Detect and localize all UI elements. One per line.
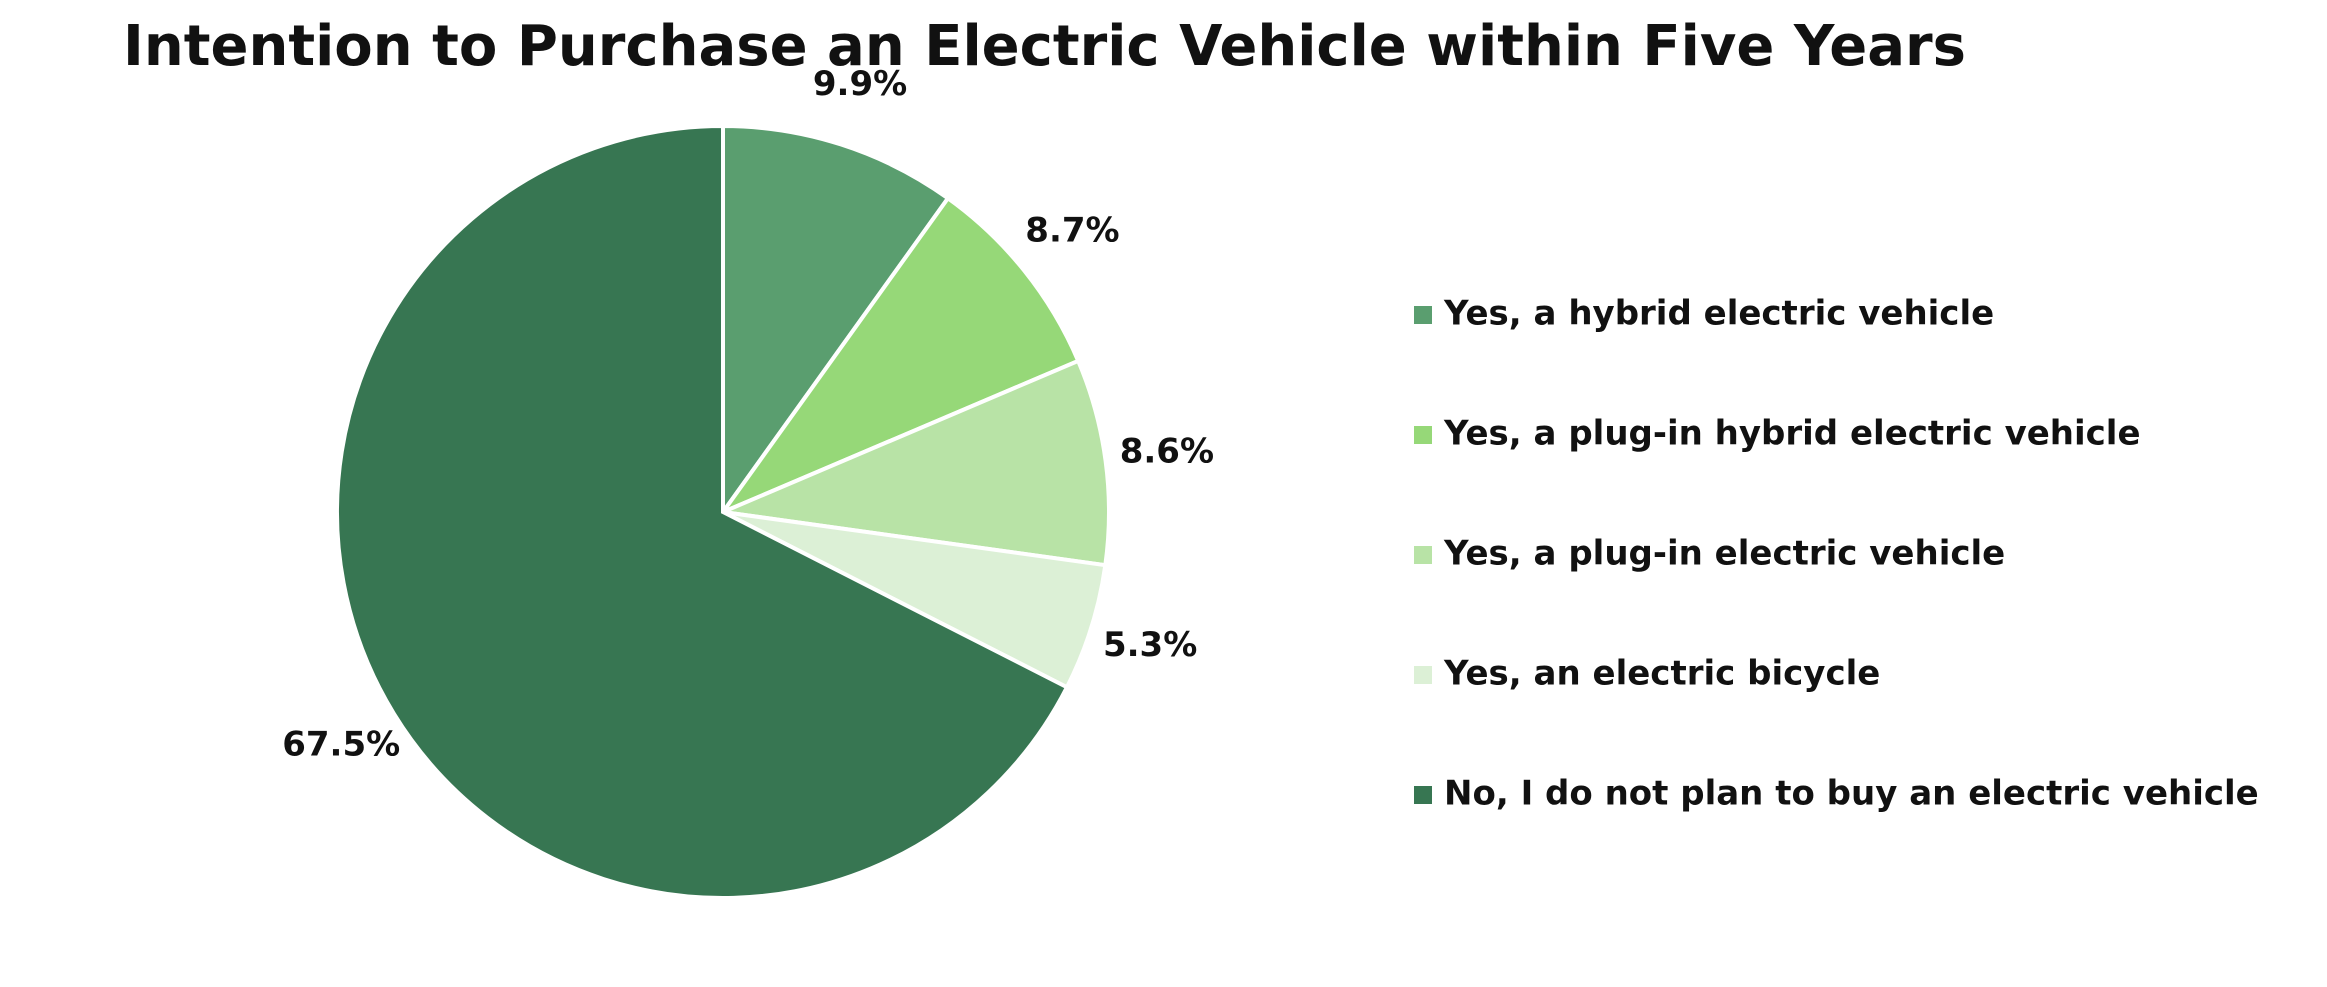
legend-swatch	[1414, 546, 1432, 564]
chart-title: Intention to Purchase an Electric Vehicl…	[123, 14, 1966, 79]
pie-slice	[335, 123, 1070, 900]
data-label: 8.6%	[1120, 432, 1214, 472]
legend-label: Yes, a plug-in hybrid electric vehicle	[1443, 414, 2141, 454]
pie-slice	[715, 358, 1111, 568]
legend-swatch	[1414, 666, 1432, 684]
data-label: 67.5%	[282, 724, 400, 764]
data-label: 5.3%	[1103, 625, 1197, 665]
legend-label: No, I do not plan to buy an electric veh…	[1444, 774, 2259, 814]
pie-slice	[721, 123, 951, 519]
legend-swatch	[1414, 426, 1432, 444]
data-label: 8.7%	[1025, 211, 1119, 251]
data-label: 9.9%	[813, 64, 907, 104]
legend-label: Yes, a plug-in electric vehicle	[1443, 534, 2005, 574]
legend-swatch	[1414, 786, 1432, 804]
pie-slice	[717, 195, 1081, 517]
legend-swatch	[1414, 306, 1432, 324]
legend-label: Yes, an electric bicycle	[1443, 654, 1880, 694]
legend-label: Yes, a hybrid electric vehicle	[1443, 294, 1994, 334]
